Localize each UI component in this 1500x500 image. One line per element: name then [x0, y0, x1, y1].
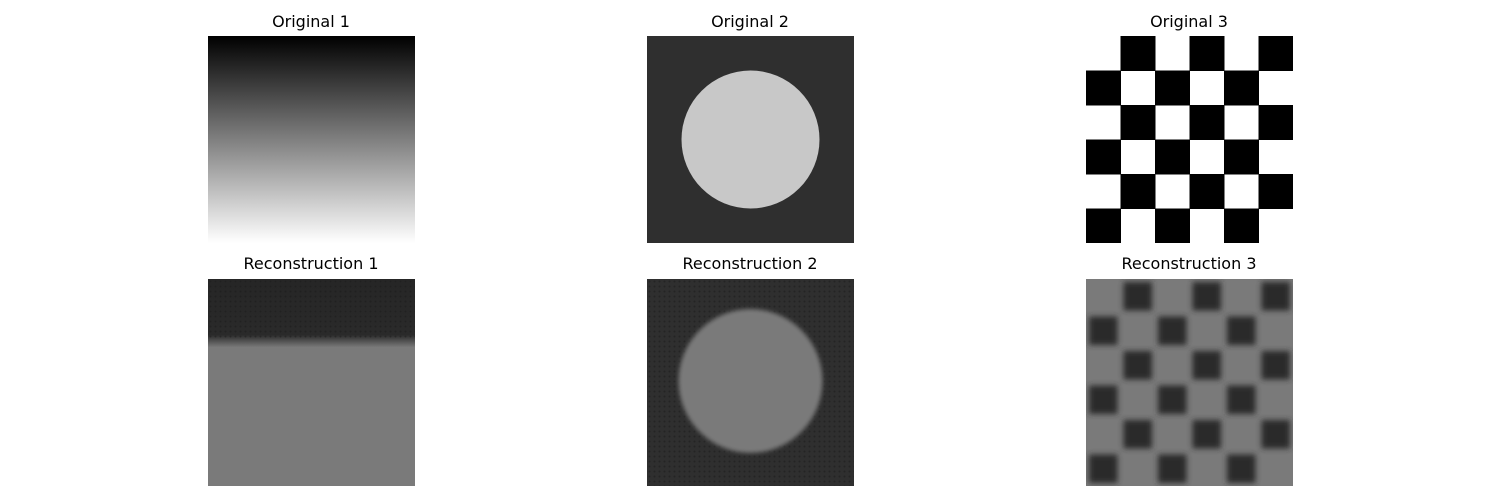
reconstruction-3-image: [1086, 279, 1293, 486]
original-1-image: [208, 36, 415, 243]
original-3-title: Original 3: [1150, 12, 1228, 31]
reconstruction-3-title: Reconstruction 3: [1121, 254, 1257, 273]
original-3-image: [1086, 36, 1293, 243]
reconstruction-2-title: Reconstruction 2: [682, 254, 818, 273]
reconstruction-1-image: [208, 279, 415, 486]
original-2-image: [647, 36, 854, 243]
reconstruction-1-title: Reconstruction 1: [243, 254, 379, 273]
reconstruction-2-image: [647, 279, 854, 486]
original-2-title: Original 2: [711, 12, 789, 31]
original-1-title: Original 1: [272, 12, 350, 31]
